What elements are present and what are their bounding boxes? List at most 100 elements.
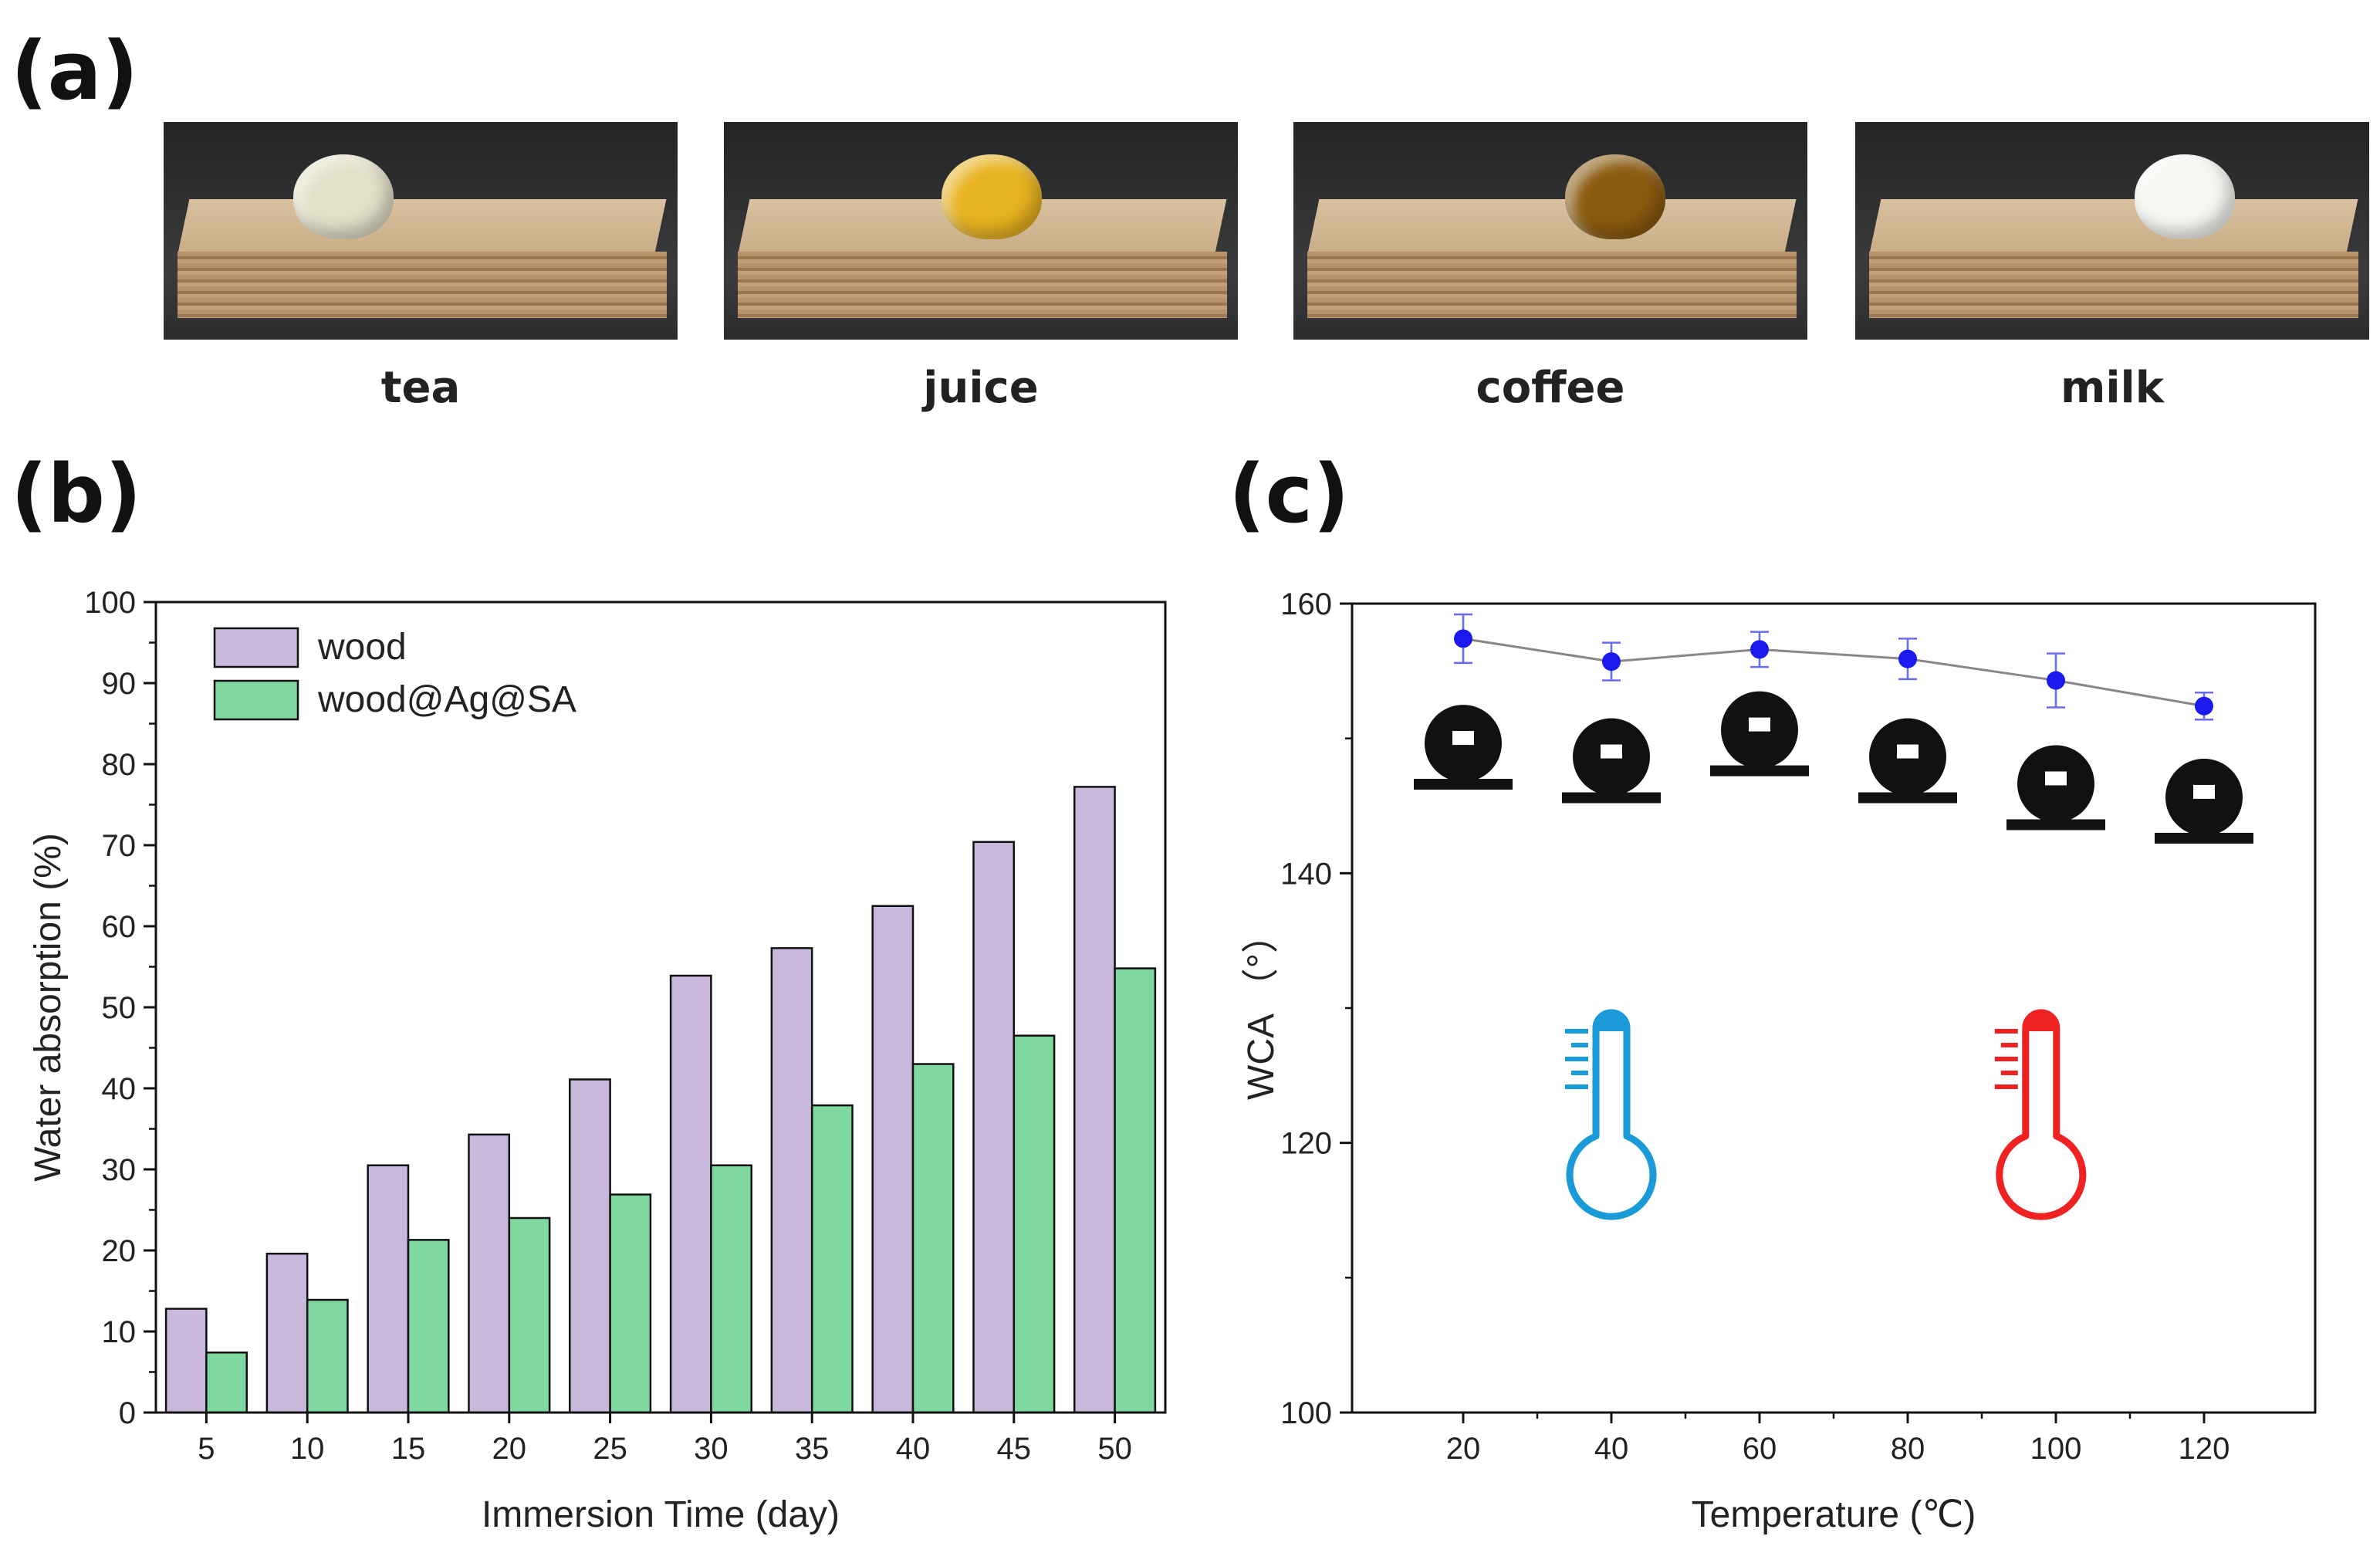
data-point-120 — [2195, 696, 2213, 716]
y-tick-label: 100 — [1280, 1396, 1332, 1430]
droplet-substrate — [1414, 779, 1513, 790]
x-tick-label: 35 — [795, 1432, 830, 1466]
wood-block-side — [1307, 252, 1797, 318]
data-point-40 — [1602, 652, 1621, 672]
bar-wood@Ag@SA-45 — [1013, 1034, 1056, 1414]
x-tick-label: 20 — [1446, 1432, 1481, 1466]
bar-wood-50 — [1073, 786, 1116, 1414]
bar-wood-30 — [669, 974, 712, 1414]
thermometer-cap — [2022, 1013, 2060, 1031]
droplet-substrate — [1858, 792, 1957, 804]
data-point-80 — [1898, 649, 1917, 668]
wood-block-side — [1869, 252, 2358, 318]
photo-label-tea: tea — [380, 363, 461, 413]
x-tick-label: 10 — [290, 1432, 325, 1466]
droplet-highlight — [1897, 744, 1919, 759]
y-tick-label: 100 — [84, 586, 136, 620]
y-tick-label: 140 — [1280, 857, 1332, 891]
panel-b-label: (b) — [11, 447, 142, 541]
x-axis-title: Temperature (℃) — [1692, 1494, 1976, 1535]
liquid-droplet-coffee — [1565, 154, 1665, 239]
bar-wood@Ag@SA-5 — [205, 1352, 248, 1414]
legend-swatch-wood — [213, 627, 299, 668]
photo-coffee — [1293, 122, 1807, 340]
y-tick-label: 160 — [1280, 587, 1332, 621]
droplet-highlight — [1601, 744, 1622, 759]
x-tick-label: 30 — [694, 1432, 729, 1466]
bar-wood@Ag@SA-25 — [609, 1193, 652, 1414]
y-tick-label: 70 — [102, 829, 137, 863]
wood-block-top — [177, 199, 667, 253]
y-tick-label: 50 — [102, 991, 137, 1025]
bar-wood@Ag@SA-20 — [508, 1216, 551, 1414]
hot-thermometer-icon — [1994, 1009, 2087, 1220]
x-tick-label: 120 — [2179, 1432, 2230, 1466]
wood-block-side — [738, 252, 1227, 318]
x-tick-label: 50 — [1097, 1432, 1132, 1466]
droplet-substrate — [2155, 832, 2253, 844]
bar-wood-15 — [367, 1164, 410, 1414]
droplet-substrate — [1562, 792, 1661, 804]
x-axis-title: Immersion Time (day) — [482, 1494, 840, 1535]
bar-wood@Ag@SA-30 — [710, 1164, 752, 1414]
wca-series-line — [1462, 637, 2205, 708]
wood-block-top — [1307, 199, 1797, 253]
x-tick-label: 40 — [896, 1432, 931, 1466]
panel-a-label: (a) — [11, 24, 139, 118]
bar-wood-40 — [871, 905, 914, 1414]
x-tick-label: 60 — [1743, 1432, 1777, 1466]
data-point-20 — [1454, 629, 1472, 648]
y-tick-label: 30 — [102, 1153, 137, 1187]
liquid-droplet-milk — [2135, 154, 2235, 239]
droplet-highlight — [1749, 717, 1770, 732]
x-tick-label: 40 — [1594, 1432, 1629, 1466]
photo-label-coffee: coffee — [1476, 363, 1625, 413]
data-point-60 — [1750, 640, 1769, 659]
y-tick-label: 10 — [102, 1315, 137, 1349]
y-axis-title: Water absorption (%) — [28, 833, 69, 1182]
bar-wood@Ag@SA-40 — [911, 1063, 955, 1414]
wood-block-side — [177, 252, 667, 318]
bar-wood-20 — [468, 1133, 511, 1414]
photo-juice — [724, 122, 1238, 340]
x-tick-label: 15 — [391, 1432, 426, 1466]
bar-wood-25 — [569, 1078, 611, 1414]
droplet-highlight — [2193, 784, 2215, 799]
wood-block-top — [1869, 199, 2358, 253]
bar-wood@Ag@SA-15 — [407, 1239, 450, 1414]
y-tick-label: 60 — [102, 910, 137, 944]
droplet-highlight — [1452, 731, 1474, 746]
data-point-100 — [2047, 671, 2065, 690]
bar-wood@Ag@SA-10 — [306, 1298, 349, 1414]
photo-label-milk: milk — [2061, 363, 2164, 413]
wca-temperature-line-chart: 100 120 140 160 20 40 60 80 100 120 Temperature (℃… — [1241, 587, 2317, 1535]
y-tick-label: 80 — [102, 748, 137, 782]
droplet-substrate — [1710, 765, 1809, 776]
bar-wood-45 — [972, 841, 1016, 1414]
y-tick-label: 20 — [102, 1234, 137, 1268]
x-tick-label: 45 — [997, 1432, 1032, 1466]
photo-milk — [1855, 122, 2369, 340]
legend-swatch-wood@Ag@SA — [213, 679, 299, 721]
x-tick-label: 5 — [198, 1432, 215, 1466]
bar-wood-10 — [265, 1252, 309, 1414]
thermometer-cap — [1593, 1013, 1630, 1031]
bar-wood@Ag@SA-35 — [810, 1104, 854, 1414]
liquid-droplet-juice — [942, 154, 1042, 239]
x-tick-label: 25 — [593, 1432, 627, 1466]
legend-label-wood@Ag@SA: wood@Ag@SA — [317, 679, 576, 720]
liquid-droplet-tea — [293, 154, 394, 239]
y-tick-label: 120 — [1280, 1127, 1332, 1161]
x-tick-label: 80 — [1891, 1432, 1925, 1466]
droplet-highlight — [2045, 771, 2067, 786]
y-tick-label: 40 — [102, 1072, 137, 1106]
water-absorption-bar-chart: 0 10 20 30 40 50 60 70 80 90 100 5 10 15 20 25 30 35 40 45 5… — [28, 586, 1167, 1535]
legend-label-wood: wood — [317, 627, 407, 668]
x-tick-label: 100 — [2030, 1432, 2082, 1466]
bar-wood-35 — [770, 947, 813, 1414]
cold-thermometer-icon — [1565, 1009, 1657, 1220]
x-tick-label: 20 — [492, 1432, 527, 1466]
y-tick-label: 90 — [102, 667, 137, 701]
bar-wood@Ag@SA-50 — [1114, 967, 1157, 1414]
y-tick-label: 0 — [119, 1396, 136, 1430]
